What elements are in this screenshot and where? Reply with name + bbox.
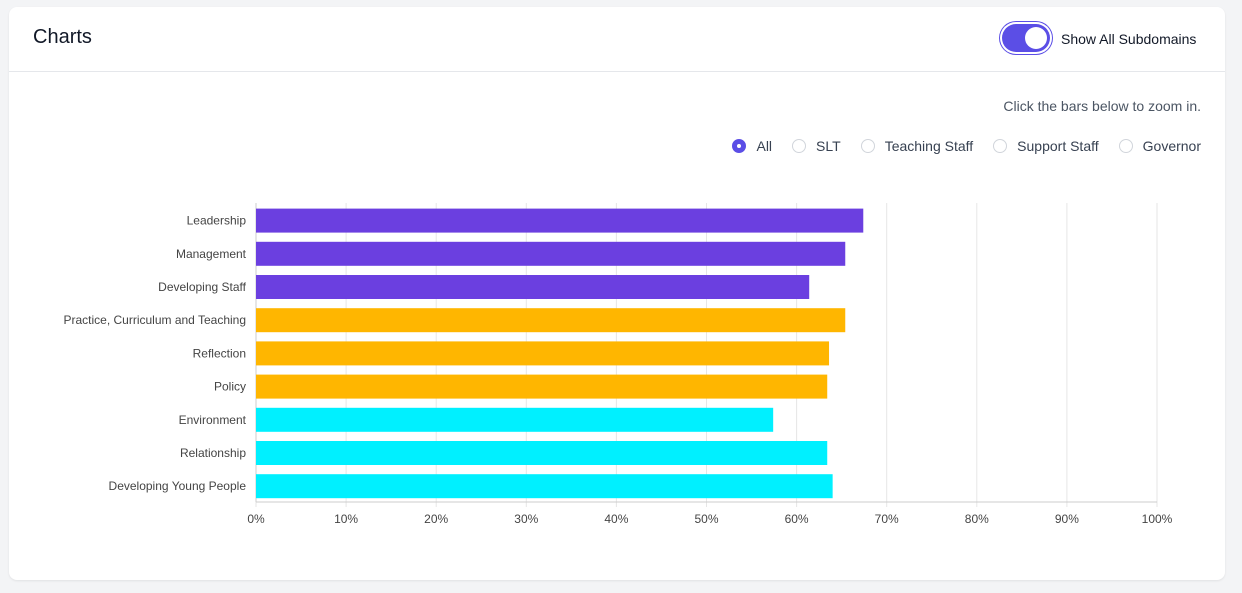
filter-support-staff[interactable]: Support Staff [993, 138, 1099, 154]
bar[interactable] [256, 441, 828, 465]
x-tick-label: 0% [247, 512, 265, 526]
bar[interactable] [256, 474, 833, 499]
radio-icon[interactable] [792, 139, 807, 153]
x-tick-label: 80% [965, 512, 989, 526]
bar[interactable] [256, 407, 774, 432]
x-tick-label: 50% [694, 512, 718, 526]
bar[interactable] [256, 208, 864, 233]
show-all-subdomains-toggle[interactable] [1002, 24, 1050, 52]
y-category-label: Policy [214, 380, 246, 394]
x-tick-label: 40% [604, 512, 628, 526]
toggle-label: Show All Subdomains [1061, 31, 1197, 47]
toggle-knob [1025, 27, 1047, 49]
y-category-label: Practice, Curriculum and Teaching [63, 313, 246, 327]
y-category-label: Developing Staff [158, 280, 247, 294]
radio-icon[interactable] [1118, 139, 1133, 153]
zoom-hint: Click the bars below to zoom in. [1003, 98, 1201, 114]
bar[interactable] [256, 275, 810, 299]
bar[interactable] [256, 308, 846, 333]
y-category-label: Developing Young People [109, 479, 247, 493]
bar[interactable] [256, 341, 830, 366]
x-tick-label: 100% [1142, 512, 1173, 526]
respondent-filter: All SLT Teaching Staff Support Staff Gov… [732, 137, 1201, 155]
y-category-label: Relationship [180, 446, 246, 460]
bar[interactable] [256, 374, 828, 399]
filter-label: SLT [816, 138, 841, 154]
filter-label: Support Staff [1017, 138, 1099, 154]
x-tick-label: 70% [875, 512, 899, 526]
page-title: Charts [33, 26, 92, 48]
filter-governor[interactable]: Governor [1118, 138, 1201, 154]
x-tick-label: 20% [424, 512, 448, 526]
y-category-label: Environment [179, 413, 247, 427]
charts-card: Charts Show All Subdomains Click the bar… [9, 7, 1225, 580]
filter-label: Governor [1142, 138, 1201, 154]
radio-icon[interactable] [993, 139, 1008, 153]
filter-label: All [756, 138, 773, 154]
y-category-label: Leadership [187, 214, 247, 228]
card-header: Charts Show All Subdomains [9, 7, 1225, 72]
subdomain-bar-chart: 0% 10% 20% 30% 40% 50% 60% 70% 80% 90% 100% Leaders… [63, 203, 1173, 526]
x-tick-label: 30% [514, 512, 538, 526]
bar[interactable] [256, 241, 846, 266]
filter-all[interactable]: All [732, 138, 772, 154]
radio-icon[interactable] [732, 139, 747, 153]
filter-slt[interactable]: SLT [792, 138, 841, 154]
x-tick-label: 90% [1055, 512, 1079, 526]
x-tick-label: 10% [334, 512, 358, 526]
y-category-label: Reflection [193, 346, 246, 360]
y-category-label: Management [176, 247, 247, 261]
filter-teaching-staff[interactable]: Teaching Staff [860, 138, 974, 154]
filter-label: Teaching Staff [884, 138, 974, 154]
x-tick-label: 60% [785, 512, 809, 526]
radio-icon[interactable] [860, 139, 875, 153]
